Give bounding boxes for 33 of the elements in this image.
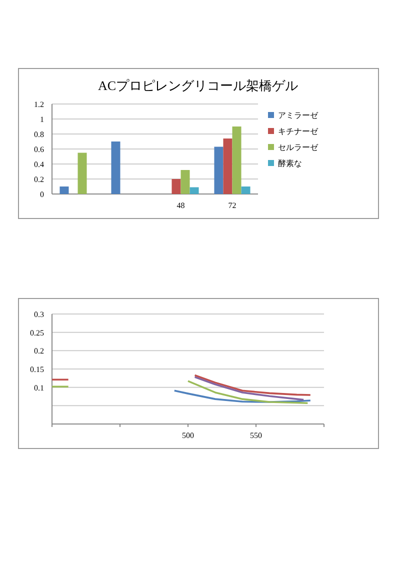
y-tick-label: 0.3 [34, 310, 44, 319]
bar [214, 146, 224, 194]
x-tick-label: 500 [182, 431, 194, 440]
bar [180, 170, 190, 194]
y-tick-label: 0.6 [34, 145, 44, 154]
y-tick-label: 0.8 [34, 130, 44, 139]
y-tick-label: 0 [40, 190, 44, 199]
bar [172, 179, 181, 194]
y-tick-label: 0.1 [34, 383, 44, 392]
bar [241, 186, 250, 194]
bar [60, 186, 69, 194]
y-tick-label: 0.15 [30, 365, 44, 374]
y-tick-label: 0.4 [34, 160, 44, 169]
chart-title: ACプロピレングリコール架橋ゲル [98, 78, 298, 93]
legend-label: アミラーゼ [278, 111, 319, 120]
line-series [174, 390, 312, 403]
x-tick-label: 48 [176, 201, 185, 210]
bar [223, 138, 232, 194]
y-tick-label: 0.2 [34, 346, 44, 356]
legend-label: 酵素な [278, 159, 302, 168]
y-tick-label: 0.2 [34, 175, 44, 184]
x-tick-label: 550 [250, 431, 262, 440]
bar [190, 187, 199, 194]
y-tick-label: 1 [40, 115, 44, 124]
line-series [194, 376, 304, 401]
legend-label: キチナーゼ [278, 127, 319, 136]
y-tick-label: 1.2 [34, 100, 44, 109]
bar [78, 152, 87, 194]
legend-label: セルラーゼ [278, 143, 319, 152]
x-tick-label: 72 [228, 201, 236, 210]
bar [232, 126, 242, 194]
bar [111, 142, 120, 194]
y-tick-label: 0.25 [30, 328, 44, 338]
